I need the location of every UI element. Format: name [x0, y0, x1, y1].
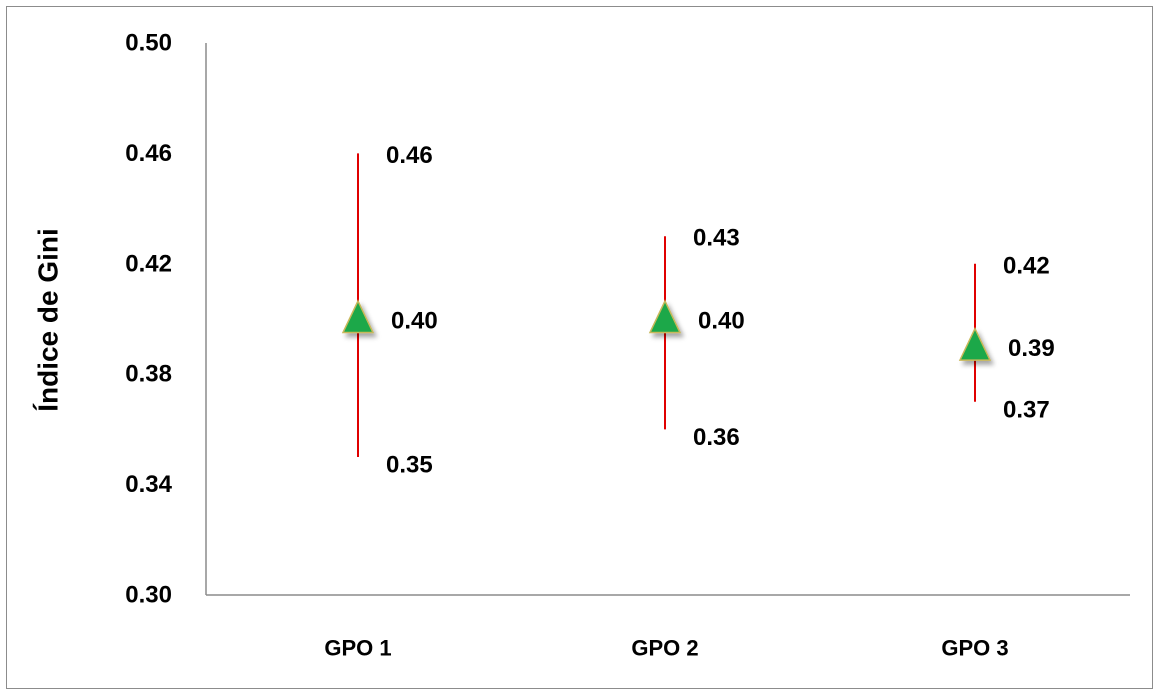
data-point-marker — [341, 299, 375, 334]
data-marks: 0.46 0.40 0.35 0.43 0.40 0.36 0.42 0.39 0.37 — [341, 142, 1055, 479]
value-label: 0.40 — [698, 308, 745, 335]
y-tick-label: 0.50 — [125, 30, 172, 57]
y-tick-label: 0.30 — [125, 582, 172, 609]
x-category-labels: GPO 1 GPO 2 GPO 3 — [324, 636, 1008, 661]
y-tick-labels: 0.30 0.34 0.38 0.42 0.46 0.50 — [125, 30, 172, 609]
value-label: 0.39 — [1008, 335, 1055, 362]
lower-bound-label: 0.35 — [386, 452, 433, 479]
y-axis-title: Índice de Gini — [33, 228, 64, 412]
upper-bound-label: 0.42 — [1003, 252, 1050, 279]
value-label: 0.40 — [391, 308, 438, 335]
y-tick-label: 0.42 — [125, 250, 172, 277]
upper-bound-label: 0.46 — [386, 142, 433, 169]
y-tick-label: 0.46 — [125, 140, 172, 167]
x-category-label: GPO 2 — [631, 636, 698, 661]
x-category-label: GPO 3 — [941, 636, 1008, 661]
y-tick-label: 0.34 — [125, 471, 172, 498]
x-category-label: GPO 1 — [324, 636, 391, 661]
upper-bound-label: 0.43 — [693, 225, 740, 252]
y-tick-label: 0.38 — [125, 361, 172, 388]
lower-bound-label: 0.36 — [693, 424, 740, 451]
chart-frame — [6, 6, 1153, 689]
lower-bound-label: 0.37 — [1003, 396, 1050, 423]
data-point-marker — [958, 326, 992, 361]
axes — [205, 43, 1130, 596]
data-point-marker — [648, 299, 682, 334]
